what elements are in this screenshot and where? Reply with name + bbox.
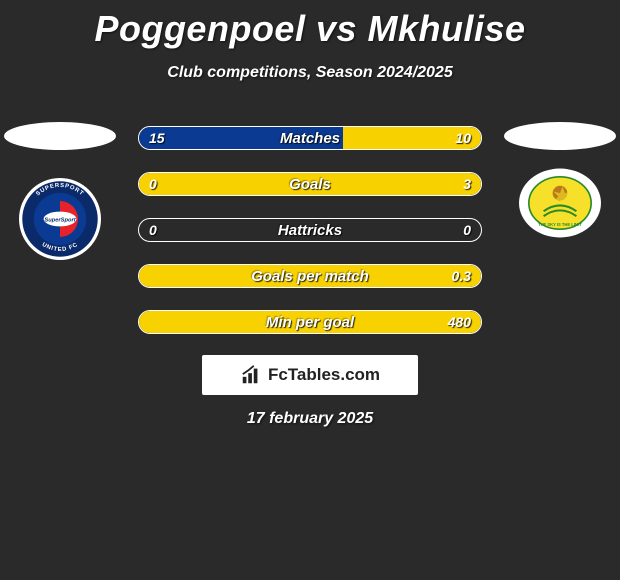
player-left-head	[4, 122, 116, 150]
club-badge-left: SuperSport SUPERSPORT UNITED FC	[19, 178, 101, 260]
date-text: 17 february 2025	[0, 410, 620, 428]
svg-text:SuperSport: SuperSport	[44, 217, 76, 223]
subtitle: Club competitions, Season 2024/2025	[0, 64, 620, 82]
stat-rows: 1510Matches 03Goals 0 0Hattricks 0.3Goals pe…	[138, 126, 482, 356]
player-right-head	[504, 122, 616, 150]
brand-text: FcTables.com	[268, 365, 380, 385]
bar-left	[139, 127, 345, 149]
stat-value-left: 0	[149, 219, 157, 241]
bar-right	[343, 127, 481, 149]
stat-row: 0 0Hattricks	[138, 218, 482, 242]
bar-right	[138, 265, 481, 287]
stat-row: 03Goals	[138, 172, 482, 196]
club-badge-right: THE SKY IS THE LIMIT	[519, 162, 601, 244]
chart-icon	[240, 364, 262, 386]
page-title: Poggenpoel vs Mkhulise	[0, 0, 620, 50]
svg-text:THE SKY IS THE LIMIT: THE SKY IS THE LIMIT	[538, 222, 582, 227]
stat-label: Hattricks	[139, 219, 481, 241]
stat-value-right: 0	[463, 219, 471, 241]
brand-plate: FcTables.com	[202, 355, 418, 395]
bar-right	[138, 173, 481, 195]
bar-right	[138, 311, 481, 333]
stat-row: 480Min per goal	[138, 310, 482, 334]
stat-row: 1510Matches	[138, 126, 482, 150]
stat-row: 0.3Goals per match	[138, 264, 482, 288]
